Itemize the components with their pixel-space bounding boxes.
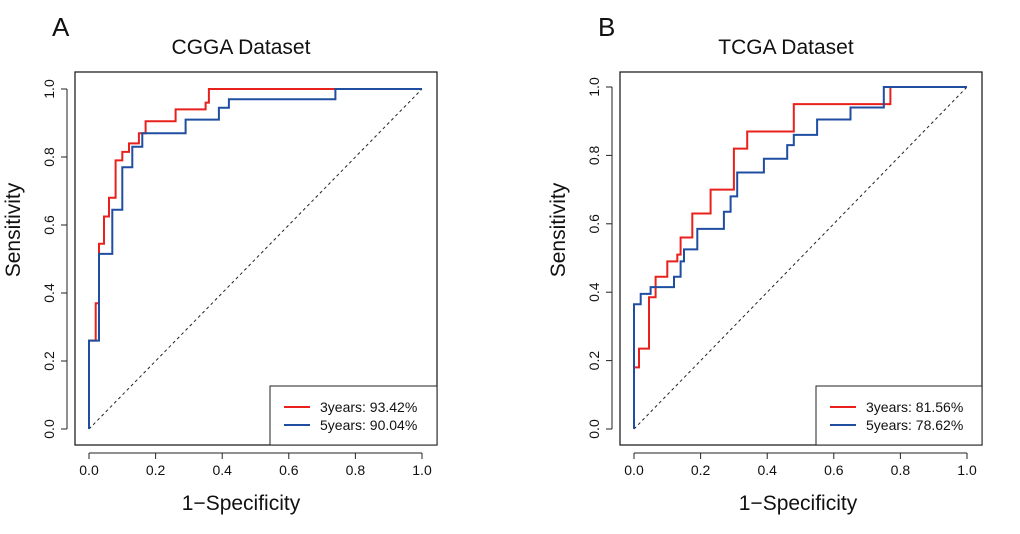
roc-panel-b: B TCGA Dataset 0.0 0.2 0.4 0.6 0.8 1.0 0.0 0.2 0.4… — [547, 12, 983, 515]
x-tick-label: 0.4 — [757, 462, 777, 478]
chart-title: CGGA Dataset — [172, 36, 311, 59]
x-tick-label: 0.2 — [146, 462, 166, 478]
x-tick-label: 0.0 — [79, 462, 99, 478]
x-tick-label: 0.8 — [346, 462, 366, 478]
x-tick-label: 0.2 — [691, 462, 711, 478]
y-tick-label: 0.4 — [41, 283, 57, 303]
roc-panel-a: A CGGA Dataset 0.0 0.2 0.4 0.6 0.8 1.0 0.0 0.2 0.4… — [2, 12, 438, 515]
x-axis-label: 1−Specificity — [739, 492, 858, 515]
y-tick-label: 0.4 — [586, 282, 602, 302]
y-axis-label: Sensitivity — [2, 182, 25, 277]
legend: 3years: 93.42% 5years: 90.04% — [269, 385, 438, 446]
y-tick-label: 1.0 — [586, 77, 602, 97]
legend: 3years: 81.56% 5years: 78.62% — [815, 385, 983, 446]
y-tick-label: 0.2 — [41, 351, 57, 371]
x-tick-label: 0.6 — [824, 462, 844, 478]
x-tick-label: 0.6 — [279, 462, 299, 478]
y-tick-label: 0.2 — [586, 351, 602, 371]
legend-entry-5years: 5years: 90.04% — [320, 417, 417, 433]
roc-curve-5years — [88, 88, 422, 429]
x-tick-label: 0.4 — [212, 462, 232, 478]
legend-entry-3years: 3years: 93.42% — [320, 399, 417, 415]
y-tick-label: 0.6 — [41, 215, 57, 235]
y-tick-label: 0.0 — [586, 419, 602, 439]
y-tick-label: 0.8 — [586, 145, 602, 165]
x-tick-label: 0.8 — [891, 462, 911, 478]
panel-label: A — [52, 12, 70, 42]
y-tick-label: 1.0 — [41, 79, 57, 99]
panel-label: B — [598, 12, 615, 42]
y-tick-label: 0.6 — [586, 214, 602, 234]
plot-frame — [619, 71, 983, 446]
roc-curve-5years — [633, 86, 967, 429]
reference-diagonal-line — [633, 86, 968, 430]
x-axis-label: 1−Specificity — [182, 492, 301, 515]
x-tick-label: 1.0 — [412, 462, 432, 478]
legend-box — [815, 385, 983, 446]
x-tick-label: 0.0 — [624, 462, 644, 478]
legend-entry-3years: 3years: 81.56% — [866, 399, 963, 415]
y-tick-label: 0.0 — [41, 419, 57, 439]
reference-diagonal-line — [88, 88, 423, 430]
chart-title: TCGA Dataset — [718, 36, 854, 59]
legend-entry-5years: 5years: 78.62% — [866, 417, 963, 433]
roc-curve-3years — [633, 86, 967, 429]
y-tick-label: 0.8 — [41, 147, 57, 167]
y-axis-label: Sensitivity — [547, 182, 570, 277]
plot-frame — [74, 71, 438, 446]
x-tick-label: 1.0 — [957, 462, 977, 478]
legend-box — [269, 385, 438, 446]
